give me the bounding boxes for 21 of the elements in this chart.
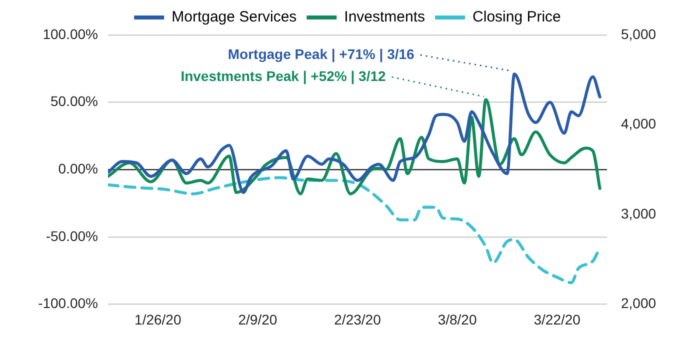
line-series <box>108 72 602 194</box>
x-tick-label: 2/9/20 <box>238 311 278 328</box>
y-tick-label: -100.00% <box>38 295 98 312</box>
legend-label: Mortgage Services <box>172 8 297 26</box>
y2-tick-label: 4,000 <box>621 116 656 132</box>
y2-tick-label: 2,000 <box>621 295 656 312</box>
y2-tick-label: 3,000 <box>621 205 656 222</box>
x-tick-label: 2/23/20 <box>334 311 382 328</box>
x-tick-label: 1/26/20 <box>134 311 182 328</box>
y-tick-label: 50.00% <box>50 93 98 110</box>
annotation: Investments Peak | +52% | 3/12 <box>180 68 386 85</box>
legend-label: Investments <box>344 8 426 26</box>
annotation: Mortgage Peak | +71% | 3/16 <box>228 46 415 63</box>
legend-label: Closing Price <box>472 8 561 26</box>
y-tick-label: 100.00% <box>42 26 98 42</box>
x-tick-label: 3/22/20 <box>534 311 581 328</box>
line-series <box>108 176 602 284</box>
y-tick-label: 0.00% <box>58 160 98 176</box>
x-tick-label: 3/8/20 <box>438 311 477 328</box>
y-tick-label: -50.00% <box>46 228 98 244</box>
y2-tick-label: 5,000 <box>621 26 656 42</box>
